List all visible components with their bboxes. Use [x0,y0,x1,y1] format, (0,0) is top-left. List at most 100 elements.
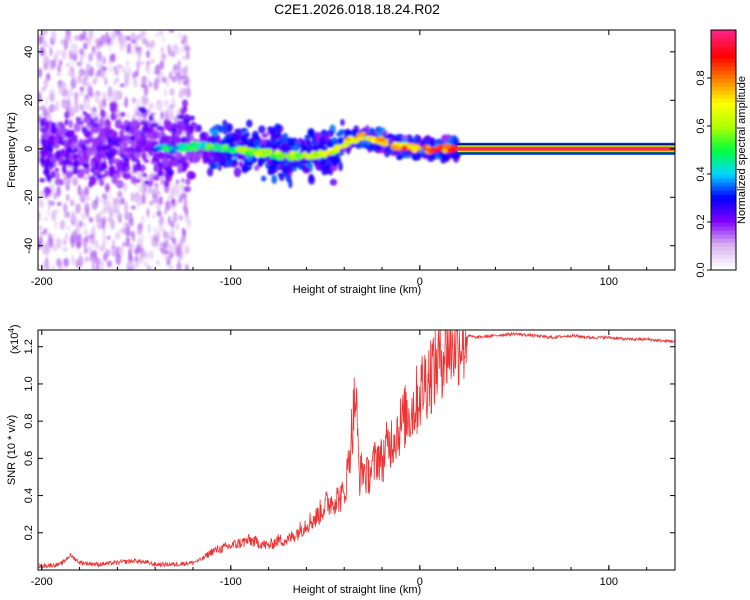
spectrogram-cell [157,229,161,239]
spectrogram-cell [107,95,111,102]
spectrogram-cell [93,169,101,175]
spectrogram-cell [167,215,171,226]
spectrogram-cell [302,166,311,174]
spectrogram-cell [88,52,94,62]
spectrogram-cell [70,141,76,151]
spectrogram-cell [45,264,50,270]
snr-y-axis: 0.2 0.4 0.6 0.8 1.0 1.2 [23,339,675,540]
spectrogram-cell [151,148,160,152]
spectrogram-cell [58,59,63,67]
spectrogram-cell [109,101,118,109]
spectrogram-cell [245,160,254,166]
spectrogram-cell [233,167,242,178]
colorbar-segment [711,266,736,271]
spectrogram-cell [122,221,128,229]
spectrogram-cell [153,226,158,238]
spectrogram-cell [50,170,56,179]
spectrogram-x-tick-label: 100 [600,276,618,288]
spectrogram-cell [183,186,191,193]
spectrogram-cell [384,144,393,153]
colorbar-segment [711,34,736,39]
spectrogram-cell [186,220,191,230]
spectrogram-cell [140,233,145,244]
spectrogram-cell [156,79,162,84]
spectrogram-cell [152,212,156,219]
colorbar-segment [711,202,736,207]
spectrogram-cell [158,196,164,205]
spectrogram-cell [69,39,74,52]
spectrogram-cell [155,259,160,266]
spectrogram-cell [123,71,130,84]
spectrogram-cell [106,151,113,161]
spectrogram-cell [121,165,127,173]
spectrogram-cell [296,142,302,150]
spectrogram-cell [44,43,51,48]
spectrogram-cell [302,151,308,156]
spectrogram-cell [87,106,93,111]
snr-plot-area [38,330,675,569]
spectrogram-cell [175,136,181,143]
spectrogram-cell [257,160,264,168]
spectrogram-cell [115,77,119,83]
spectrogram-cell [48,200,54,205]
spectrogram-cell [61,98,68,109]
spectrogram-cell [83,115,92,124]
spectrogram-cell [113,68,120,76]
colorbar-segment [711,54,736,59]
spectrogram-cell [69,199,75,207]
spectrogram-cell [278,173,285,182]
spectrogram-y-tick-label: -40 [23,238,35,254]
spectrogram-cell [70,254,75,266]
snr-panel: -200 -100 0 100 0.2 0.4 0.6 0.8 1.0 1.2 Height o… [6,324,676,596]
spectrogram-cell [135,243,142,253]
spectrogram-cell [362,143,369,148]
colorbar-segment [711,250,736,255]
spectrogram-cell [212,129,219,136]
spectrogram-cell [84,37,89,42]
spectrogram-cell [216,135,221,144]
spectrogram-cell [119,146,124,155]
spectrogram-cell [174,222,180,231]
spectrogram-cell [188,115,195,121]
spectrogram-cell [84,84,88,93]
spectrogram-cell [184,113,190,119]
colorbar-segment [711,182,736,187]
spectrogram-cell [84,139,91,145]
spectrogram-cell [230,147,236,154]
spectrogram-cell [101,66,108,71]
spectrogram-cell [96,50,100,61]
colorbar-segment [711,138,736,143]
spectrogram-x-axis: -200 -100 0 100 [31,30,648,288]
spectrogram-cell [110,217,114,227]
spectrogram-cell [236,128,243,139]
spectrogram-cell [106,260,113,268]
spectrogram-cell [181,99,188,108]
spectrogram-cell [82,30,87,40]
spectrogram-cell [105,248,111,258]
spectrogram-cell [43,77,49,89]
colorbar-segment [711,134,736,139]
spectrogram-cell [64,111,71,119]
colorbar-segment [711,98,736,103]
colorbar-segment [711,246,736,251]
colorbar-segment [711,174,736,179]
spectrogram-cell [96,173,101,181]
spectrogram-cell [163,88,168,98]
spectrogram-cell [95,71,100,78]
spectrogram-cell [123,182,128,192]
spectrogram-cell [181,227,185,234]
spectrogram-cell [180,162,188,173]
snr-y-tick-label: 0.8 [23,414,35,429]
spectrogram-cell [91,51,96,56]
spectrogram-cell [113,208,120,214]
spectrogram-cell [98,178,105,187]
spectrogram-cell [288,167,295,173]
spectrogram-cell [82,110,88,116]
spectrogram-cell [141,250,148,258]
spectrogram-cell [130,119,139,129]
spectrogram-cell [163,208,168,215]
spectrogram-cell [61,159,69,165]
spectrogram-cell [91,201,96,210]
spectrogram-cell [222,151,230,156]
spectrogram-cell [434,148,441,153]
